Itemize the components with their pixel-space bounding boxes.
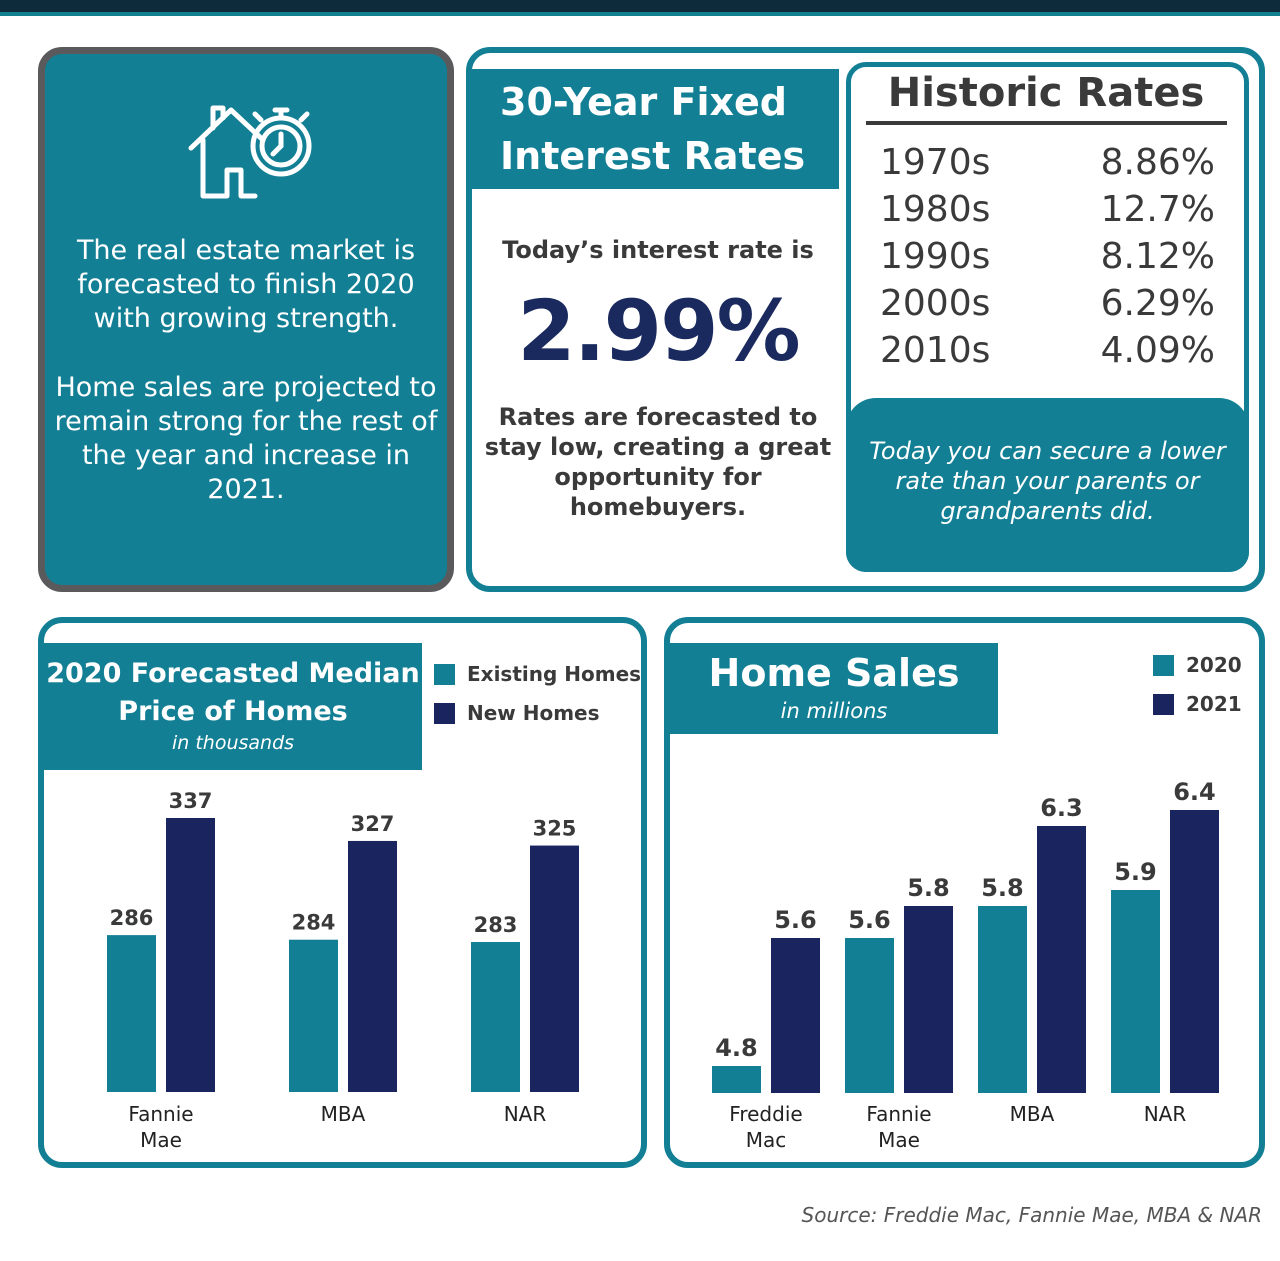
bar-value-label: 6.3 xyxy=(1040,794,1083,822)
historic-rate: 12.7% xyxy=(1100,189,1215,230)
legend-label: Existing Homes xyxy=(467,662,642,686)
historic-row: 2000s 6.29% xyxy=(880,283,1215,330)
legend-swatch xyxy=(434,703,455,724)
legend-label: 2021 xyxy=(1186,692,1242,716)
bar-new-homes xyxy=(166,818,215,1092)
home-sales-header: Home Sales in millions xyxy=(670,643,998,734)
category-label: Freddie xyxy=(729,1102,802,1126)
category-label: NAR xyxy=(504,1102,547,1126)
home-sales-subtitle: in millions xyxy=(780,699,888,723)
home-sales-title: Home Sales xyxy=(708,651,960,695)
fixed-rate-title-line1: 30-Year Fixed xyxy=(500,80,787,124)
historic-row: 1970s 8.86% xyxy=(880,142,1215,189)
bar-value-label: 6.4 xyxy=(1173,778,1216,806)
historic-rate: 4.09% xyxy=(1100,330,1215,371)
bar-value-label: 5.8 xyxy=(907,874,950,902)
category-label: Fannie xyxy=(128,1102,193,1126)
bar-value-label: 5.6 xyxy=(848,906,891,934)
category-label: NAR xyxy=(1144,1102,1187,1126)
bar-existing-homes xyxy=(471,942,520,1092)
category-label: Mac xyxy=(746,1128,787,1152)
historic-decade: 2010s xyxy=(880,330,991,371)
top-bar xyxy=(0,0,1280,16)
bar-value-label: 325 xyxy=(533,817,577,841)
legend-swatch xyxy=(434,664,455,685)
median-price-subtitle: in thousands xyxy=(171,732,295,754)
historic-rate: 8.86% xyxy=(1100,142,1215,183)
legend-swatch xyxy=(1153,655,1174,676)
bar-new-homes xyxy=(348,840,397,1092)
bar-value-label: 5.6 xyxy=(774,906,817,934)
today-rate-label: Today’s interest rate is xyxy=(502,236,814,264)
bar-2021 xyxy=(904,906,953,1093)
historic-rate: 6.29% xyxy=(1100,283,1215,324)
legend-swatch xyxy=(1153,694,1174,715)
fixed-rate-header: 30-Year Fixed Interest Rates xyxy=(472,69,839,189)
bar-existing-homes xyxy=(107,935,156,1092)
fixed-rate-title-line2: Interest Rates xyxy=(500,134,806,178)
intro-paragraph-2: Home sales are projected to remain stron… xyxy=(54,372,438,505)
bar-2020 xyxy=(712,1066,761,1093)
today-rate-value: 2.99% xyxy=(517,282,800,380)
bar-new-homes xyxy=(530,845,579,1092)
median-price-title: 2020 Forecasted Median Price of Homes xyxy=(46,658,420,727)
legend-label: 2020 xyxy=(1186,653,1242,677)
bar-value-label: 283 xyxy=(474,913,518,937)
bar-2020 xyxy=(845,938,894,1093)
median-price-header: 2020 Forecasted Median Price of Homes in… xyxy=(44,643,422,770)
historic-decade: 1970s xyxy=(880,142,991,183)
forecast-text: Rates are forecasted to stay low, creati… xyxy=(484,403,832,521)
bar-2021 xyxy=(1037,826,1086,1093)
category-label: MBA xyxy=(1010,1102,1055,1126)
intro-card: The real estate market is forecasted to … xyxy=(38,47,454,592)
source-note: Source: Freddie Mac, Fannie Mae, MBA & N… xyxy=(801,1203,1262,1227)
category-label: Mae xyxy=(140,1128,182,1152)
historic-row: 2010s 4.09% xyxy=(880,330,1215,377)
bar-value-label: 327 xyxy=(351,812,395,836)
historic-footer-note: Today you can secure a lower rate than y… xyxy=(846,398,1249,572)
house-clock-icon xyxy=(188,105,312,199)
historic-rates-title: Historic Rates xyxy=(887,70,1205,116)
category-label: Fannie xyxy=(866,1102,931,1126)
bar-value-label: 284 xyxy=(292,911,336,935)
bar-2021 xyxy=(1170,810,1219,1093)
historic-decade: 2000s xyxy=(880,283,991,324)
bar-value-label: 5.9 xyxy=(1114,858,1157,886)
bar-existing-homes xyxy=(289,939,338,1092)
category-label: MBA xyxy=(321,1102,366,1126)
bar-value-label: 286 xyxy=(110,906,154,930)
historic-decade: 1980s xyxy=(880,189,991,230)
bar-value-label: 4.8 xyxy=(715,1034,758,1062)
bar-2020 xyxy=(978,906,1027,1093)
historic-rate: 8.12% xyxy=(1100,236,1215,277)
category-label: Mae xyxy=(878,1128,920,1152)
bar-2021 xyxy=(771,938,820,1093)
historic-title-divider xyxy=(866,121,1227,125)
historic-row: 1990s 8.12% xyxy=(880,236,1215,283)
legend-label: New Homes xyxy=(467,701,600,725)
bar-value-label: 5.8 xyxy=(981,874,1024,902)
bar-2020 xyxy=(1111,890,1160,1093)
historic-decade: 1990s xyxy=(880,236,991,277)
bar-value-label: 337 xyxy=(169,789,213,813)
intro-paragraph-1: The real estate market is forecasted to … xyxy=(76,235,416,334)
historic-row: 1980s 12.7% xyxy=(880,189,1215,236)
